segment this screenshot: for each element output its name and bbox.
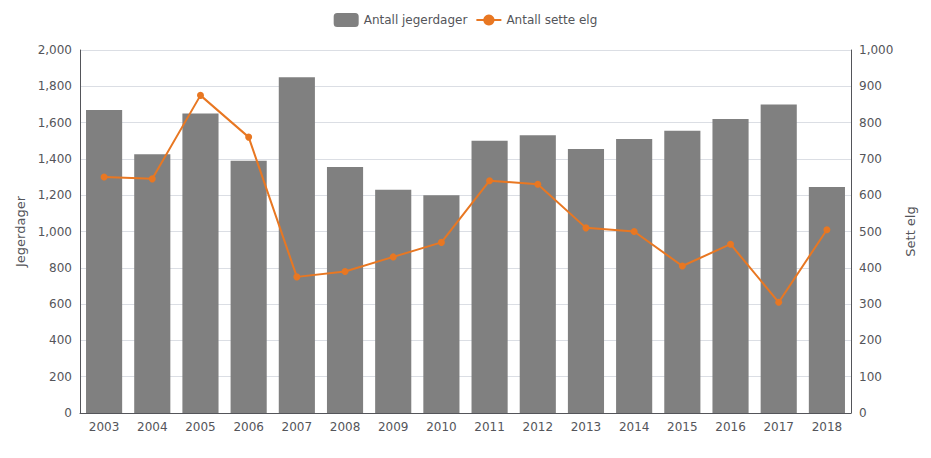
svg-text:100: 100 — [859, 370, 882, 384]
svg-text:1,600: 1,600 — [38, 116, 72, 130]
svg-text:2008: 2008 — [330, 420, 361, 434]
svg-text:2,000: 2,000 — [38, 43, 72, 57]
svg-text:Antall jegerdager: Antall jegerdager — [364, 13, 468, 27]
svg-text:300: 300 — [859, 297, 882, 311]
svg-text:800: 800 — [859, 116, 882, 130]
svg-text:800: 800 — [49, 261, 72, 275]
svg-text:1,200: 1,200 — [38, 188, 72, 202]
svg-text:200: 200 — [859, 333, 882, 347]
svg-text:Sett elg: Sett elg — [903, 206, 918, 256]
svg-text:1,800: 1,800 — [38, 79, 72, 93]
svg-text:2007: 2007 — [282, 420, 313, 434]
svg-text:0: 0 — [859, 406, 867, 420]
svg-text:2005: 2005 — [185, 420, 216, 434]
svg-text:2011: 2011 — [474, 420, 505, 434]
svg-text:2004: 2004 — [137, 420, 168, 434]
svg-text:2015: 2015 — [667, 420, 698, 434]
svg-text:1,000: 1,000 — [859, 43, 893, 57]
svg-text:1,000: 1,000 — [38, 225, 72, 239]
svg-text:2013: 2013 — [571, 420, 602, 434]
svg-text:600: 600 — [49, 297, 72, 311]
svg-text:1,400: 1,400 — [38, 152, 72, 166]
svg-text:2014: 2014 — [619, 420, 650, 434]
svg-text:200: 200 — [49, 370, 72, 384]
svg-text:2017: 2017 — [763, 420, 794, 434]
svg-text:2003: 2003 — [89, 420, 120, 434]
svg-text:600: 600 — [859, 188, 882, 202]
svg-text:2018: 2018 — [812, 420, 843, 434]
svg-text:2006: 2006 — [233, 420, 264, 434]
svg-text:400: 400 — [859, 261, 882, 275]
svg-text:2012: 2012 — [523, 420, 554, 434]
svg-text:2009: 2009 — [378, 420, 409, 434]
svg-text:700: 700 — [859, 152, 882, 166]
svg-text:Antall sette elg: Antall sette elg — [506, 13, 597, 27]
svg-text:500: 500 — [859, 225, 882, 239]
svg-text:900: 900 — [859, 79, 882, 93]
svg-text:2010: 2010 — [426, 420, 457, 434]
svg-text:0: 0 — [64, 406, 72, 420]
svg-text:Jegerdager: Jegerdager — [13, 195, 28, 268]
svg-text:2016: 2016 — [715, 420, 746, 434]
svg-text:400: 400 — [49, 333, 72, 347]
